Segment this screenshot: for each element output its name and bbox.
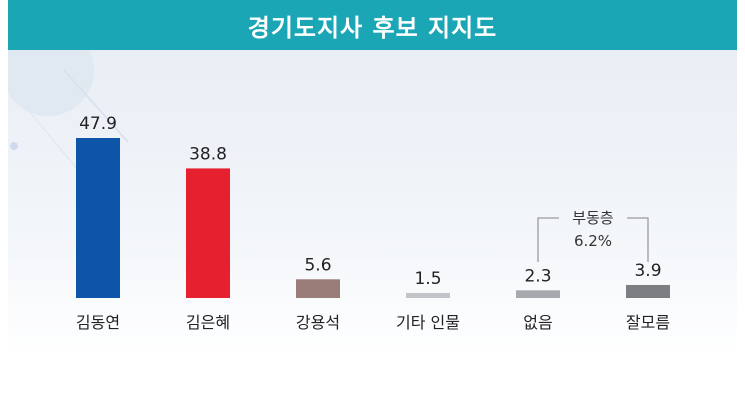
bar-2 (296, 279, 340, 298)
annotation-label: 부동층 (572, 209, 613, 227)
value-label: 3.9 (634, 261, 661, 281)
bar-0 (76, 138, 120, 298)
bar-5 (626, 284, 670, 298)
undecided-annotation: 부동층 6.2% (537, 209, 649, 262)
chart-title: 경기도지사 후보 지지도 (247, 13, 498, 42)
decor-dot (10, 142, 18, 150)
decor-line (27, 109, 79, 171)
annotation-bracket (537, 217, 649, 262)
bar-chart: 부동층 6.2% 47.9 김동연 38.8 김은혜 5.6 강용석 1.5 기타 인물 2.3… (8, 50, 670, 332)
category-label: 없음 (523, 313, 552, 332)
category-label: 강용석 (296, 313, 340, 332)
category-label: 김은혜 (186, 313, 230, 332)
annotation-value: 6.2% (574, 232, 612, 250)
bar-3 (406, 292, 450, 298)
bar-1 (186, 168, 230, 298)
decor-circle (8, 50, 94, 116)
decor-line (63, 69, 129, 143)
chart-panel: 부동층 6.2% 47.9 김동연 38.8 김은혜 5.6 강용석 1.5 기타 인물 2.3… (8, 50, 737, 360)
value-label: 2.3 (524, 266, 551, 286)
value-label: 38.8 (189, 144, 227, 164)
category-label: 잘모름 (626, 313, 670, 332)
bar-4 (516, 290, 560, 298)
title-bar: 경기도지사 후보 지지도 (8, 0, 737, 50)
value-label: 1.5 (414, 269, 441, 289)
value-label: 47.9 (79, 114, 117, 134)
category-label: 김동연 (76, 313, 120, 332)
decorative-background (8, 50, 129, 171)
value-label: 5.6 (304, 255, 331, 275)
category-label: 기타 인물 (396, 313, 460, 332)
